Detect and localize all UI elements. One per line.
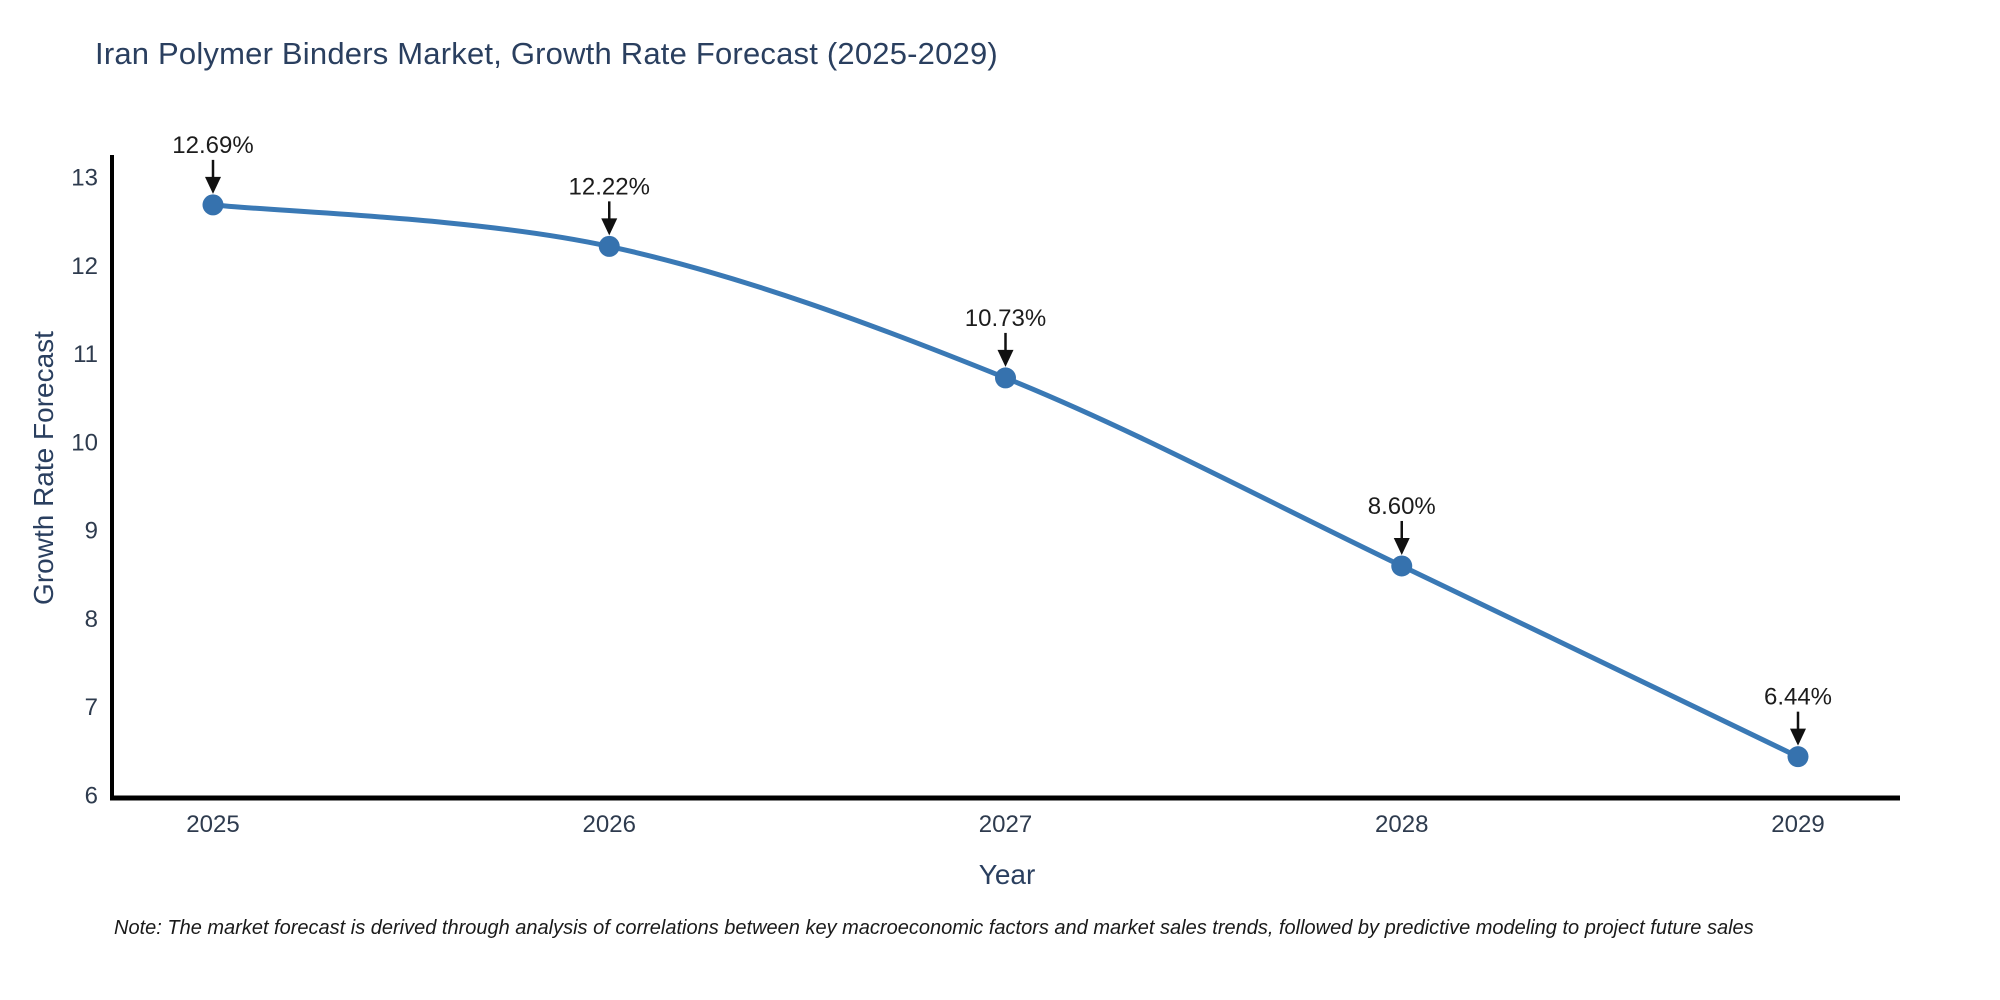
data-point-2029 — [1787, 746, 1809, 768]
y-tick-label: 7 — [85, 694, 98, 721]
y-tick-label: 12 — [71, 253, 98, 280]
y-tick-label: 10 — [71, 429, 98, 456]
x-tick-label: 2027 — [979, 811, 1032, 838]
annotation-label: 8.60% — [1368, 493, 1436, 520]
annotation-arrowhead — [205, 176, 221, 194]
y-tick-label: 6 — [85, 783, 98, 810]
annotation-arrowhead — [997, 349, 1014, 367]
footnote: Note: The market forecast is derived thr… — [114, 917, 1754, 939]
forecast-line — [210, 202, 1801, 760]
x-tick-label: 2025 — [186, 811, 239, 838]
x-tick-label: 2029 — [1771, 811, 1824, 838]
data-point-2025 — [202, 194, 224, 216]
annotation-label: 12.22% — [569, 173, 650, 200]
x-tick-label: 2026 — [583, 811, 636, 838]
data-point-2026 — [598, 235, 620, 257]
annotation-arrowhead — [1393, 537, 1410, 555]
x-axis-title: Year — [978, 859, 1036, 890]
chart-title: Iran Polymer Binders Market, Growth Rate… — [95, 36, 998, 71]
annotation-arrowhead — [601, 218, 618, 236]
y-tick-label: 8 — [85, 606, 98, 633]
data-point-2027 — [995, 367, 1016, 389]
annotation-label: 6.44% — [1764, 684, 1832, 711]
annotation-label: 12.69% — [172, 132, 253, 159]
annotation-arrowhead — [1790, 728, 1806, 746]
y-tick-label: 11 — [73, 341, 98, 368]
annotation-label: 10.73% — [965, 305, 1046, 332]
y-tick-label: 9 — [85, 518, 98, 545]
data-point-2028 — [1391, 555, 1413, 577]
y-tick-label: 13 — [71, 165, 98, 192]
x-tick-label: 2028 — [1375, 811, 1428, 838]
